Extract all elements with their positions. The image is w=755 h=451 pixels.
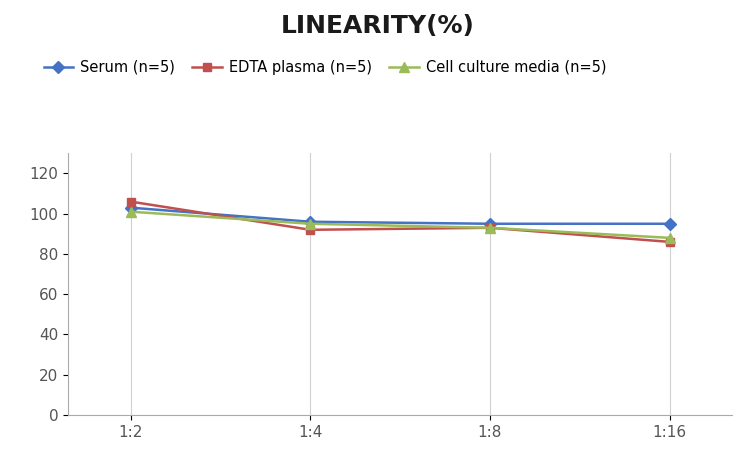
Line: Serum (n=5): Serum (n=5) [127,203,673,228]
Line: EDTA plasma (n=5): EDTA plasma (n=5) [127,198,673,246]
Line: Cell culture media (n=5): Cell culture media (n=5) [126,207,674,243]
Legend: Serum (n=5), EDTA plasma (n=5), Cell culture media (n=5): Serum (n=5), EDTA plasma (n=5), Cell cul… [38,54,612,81]
Serum (n=5) [306,219,315,225]
EDTA plasma (n=5) [485,225,495,230]
Cell culture media (n=5) [485,225,495,230]
Text: LINEARITY(%): LINEARITY(%) [281,14,474,37]
EDTA plasma (n=5) [665,239,674,244]
EDTA plasma (n=5) [126,199,135,204]
Serum (n=5) [126,205,135,210]
Cell culture media (n=5) [306,221,315,226]
Cell culture media (n=5) [665,235,674,240]
Cell culture media (n=5) [126,209,135,214]
Serum (n=5) [485,221,495,226]
EDTA plasma (n=5) [306,227,315,233]
Serum (n=5) [665,221,674,226]
